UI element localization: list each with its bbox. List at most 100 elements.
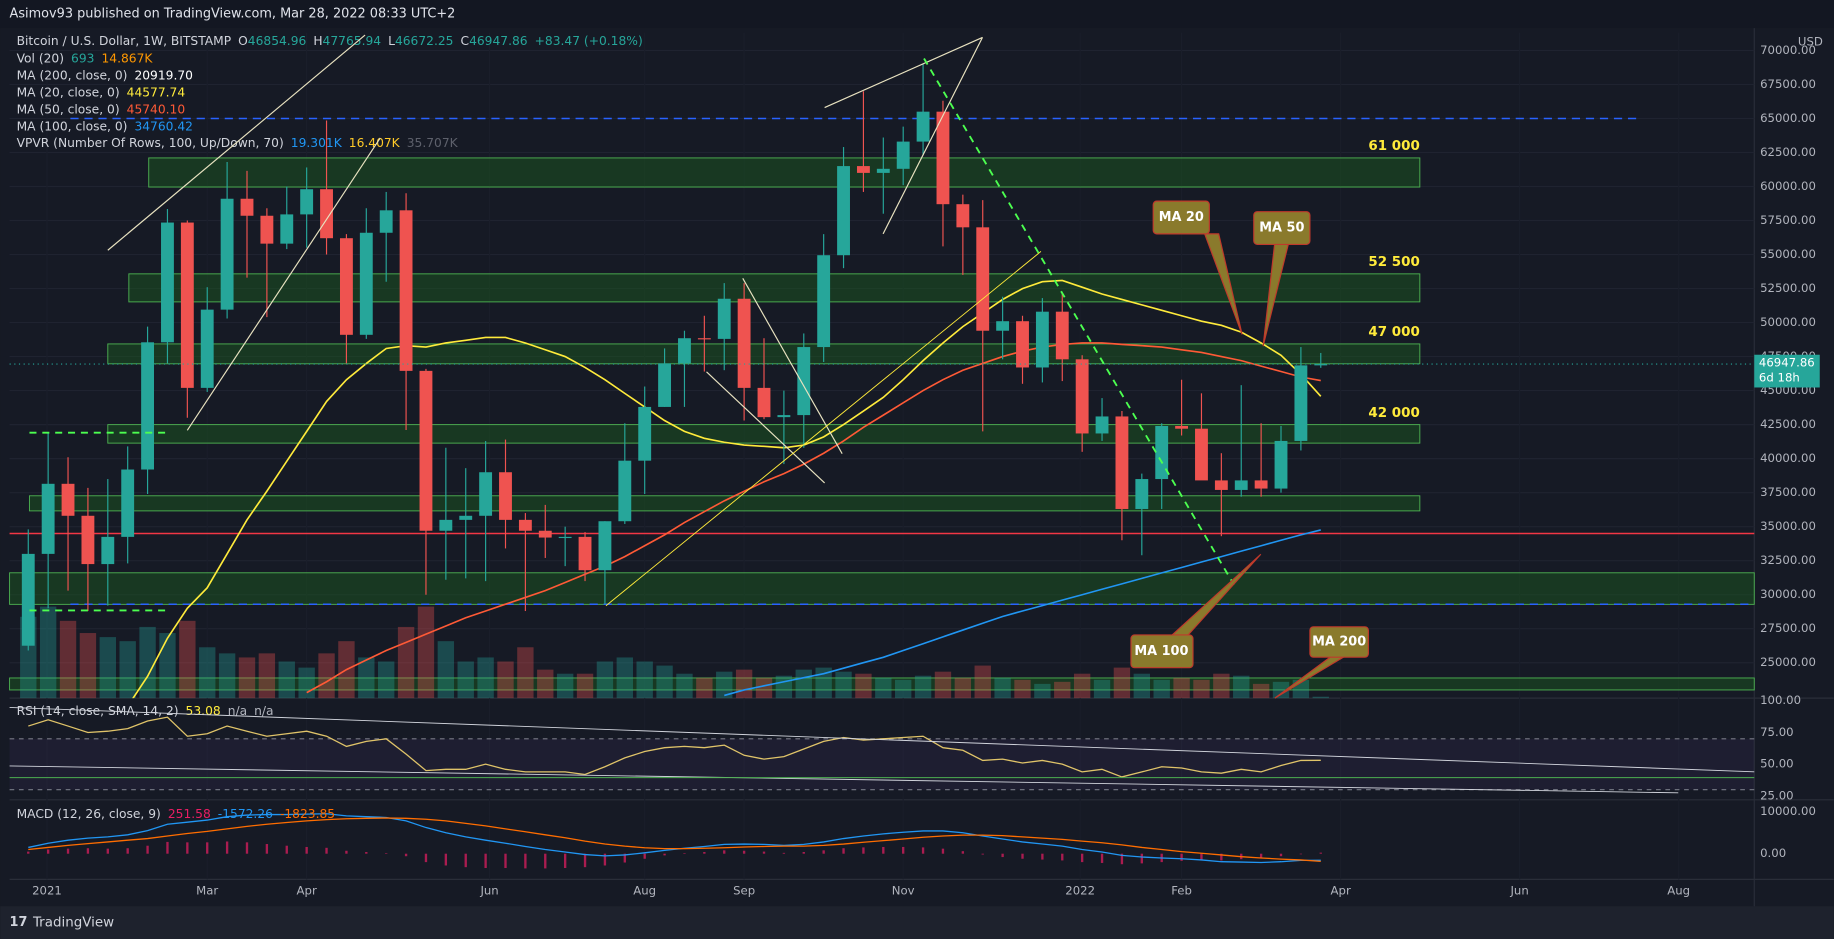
ohlc-key: H [313,33,322,47]
macd-hist [583,853,587,868]
candle-body [240,198,254,216]
macd-hist [1140,853,1143,864]
rsi-tick-label: 50.00 [1760,757,1793,771]
candle-body [976,227,990,331]
legend-value: 19.301K [291,136,343,150]
macd-hist [902,846,905,854]
y-tick-label: 67500.00 [1760,77,1816,91]
volume-bar [179,620,196,699]
legend-value: 693 [71,51,94,65]
candle-body [1314,364,1328,366]
volume-bar [914,675,932,699]
footer-logo: 17 [10,915,28,930]
zone-label: 61 000 [1368,139,1419,154]
candle-body [141,342,155,470]
macd-legend-value: 251.58 [168,806,211,820]
macd-hist [563,853,567,869]
drawings [9,34,1755,794]
volume-bar [1213,673,1230,699]
macd-hist [802,852,805,854]
volume-bar [1073,673,1091,699]
callout-label: MA 20 [1159,210,1204,225]
candle-body [161,222,174,343]
candle-body [797,347,811,416]
macd-hist [305,846,308,854]
macd-hist [683,853,686,854]
macd-hist [544,853,547,869]
macd-hist [1120,853,1124,865]
candle-body [339,238,353,335]
zone [107,424,1421,444]
candle-body [618,460,632,522]
x-tick-label: Mar [196,884,218,898]
volume-bar [696,677,713,699]
price-tag-label: 46947.86 [1759,355,1815,369]
macd-hist [1021,853,1024,859]
candle-body [1016,321,1029,368]
macd-hist [404,853,408,857]
candle-body [558,536,572,539]
candle-body [359,232,373,335]
candle-body [737,298,751,388]
legend-row: MA (20, close, 0) 44577.74 [17,85,186,99]
candle-body [399,210,413,371]
volume-bar [258,653,276,699]
callout-box [1253,211,1311,245]
candle-body [697,338,711,340]
y-tick-label: 25000.00 [1760,655,1816,669]
countdown: 6d 18h [1759,371,1800,385]
rsi-trend-line [9,765,1679,794]
volume-bar [636,661,653,699]
publish-title: Asimov93 published on TradingView.com, M… [10,7,456,22]
legend-name: MA (200, close, 0) [17,68,128,82]
candle-body [121,469,135,537]
x-tick-label: Jun [479,884,498,898]
x-tick-label: Apr [1331,884,1351,898]
macd-hist [146,845,149,854]
candle-body [200,309,214,388]
volume-bar [1093,679,1111,699]
macd-hist [166,841,169,854]
volume-bar [775,675,793,699]
volume-bar [1173,677,1190,699]
macd-hist [444,853,448,866]
legend-name: MA (20, close, 0) [17,85,120,99]
plot-layer: 25000.00 27500.00 30000.00 32500.00 35000.00… [9,32,1820,898]
legend-name: VPVR (Number Of Rows, 100, Up/Down, 70) [17,136,284,150]
macd-hist [643,853,646,859]
currency-label: USD [1798,35,1823,49]
volume-bar [1054,681,1071,699]
rsi-tick-label: 100.00 [1760,693,1801,707]
macd-hist [742,850,746,854]
candle-body [280,214,294,244]
volume-bar [199,647,216,699]
candle-body [379,210,393,233]
macd-hist [822,850,825,854]
symbol: Bitcoin / U.S. Dollar, 1W, BITSTAMP [17,33,232,47]
macd-hist [882,846,885,854]
zone-label: 42 000 [1368,406,1419,421]
x-tick-label: Sep [733,884,755,898]
volume-bar [79,633,97,699]
x-tick-label: Feb [1171,884,1192,898]
candle-body [1095,416,1109,434]
candle-body [996,321,1010,331]
macd-hist [285,845,288,854]
y-tick-label: 52500.00 [1760,281,1816,295]
volume-bar [437,641,455,699]
volume-bar [795,669,812,699]
legend-name: MA (50, close, 0) [17,102,120,116]
candle-body [220,198,234,310]
macd-hist [186,842,189,854]
candle-body [479,472,493,516]
macd-legend-value: -1572.26 [218,806,273,820]
candle-body [856,166,870,173]
macd-hist [623,853,626,863]
x-tick-label: Jun [1509,884,1528,898]
volume-bar [278,661,295,699]
volume-bar [616,657,633,699]
volume-bar [755,677,773,699]
macd-hist [225,841,229,854]
candle-body [638,406,652,461]
macd-hist [1001,853,1004,858]
